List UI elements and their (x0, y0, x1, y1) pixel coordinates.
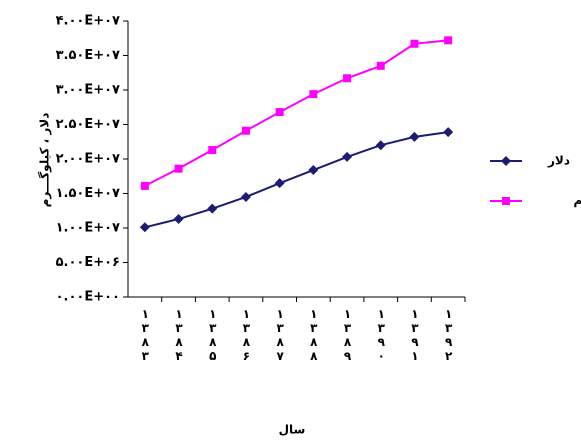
x-tick-label: ۱۳۸۳ (138, 307, 152, 363)
marker (444, 36, 453, 45)
marker (207, 203, 218, 214)
marker (375, 140, 386, 151)
marker (376, 61, 385, 70)
marker (308, 165, 319, 176)
marker (140, 181, 149, 190)
marker (443, 127, 454, 138)
marker (274, 178, 285, 189)
x-tick-label: ۱۳۸۵ (206, 307, 220, 363)
marker (410, 39, 419, 48)
y-tick-label: ۵.۰۰E+۰۶ (56, 255, 120, 270)
series-line (144, 39, 449, 187)
marker (275, 108, 284, 117)
x-tick-label: ۱۳۹۰ (374, 307, 388, 363)
legend-marker (502, 197, 510, 205)
marker (343, 74, 352, 83)
y-tick-label: ۱.۵۰E+۰۷ (56, 186, 120, 201)
y-tick-label: ۲.۵۰E+۰۷ (56, 117, 120, 132)
y-tick-label: ۳.۵۰E+۰۷ (56, 48, 120, 63)
legend-marker (501, 156, 511, 166)
y-tick-label: ۳.۰۰E+۰۷ (56, 83, 120, 98)
x-tick-label: ۱۳۸۷ (273, 307, 287, 363)
marker (409, 131, 420, 142)
x-tick-label: ۱۳۹۱ (408, 307, 422, 363)
series-line (144, 131, 449, 229)
marker (342, 151, 353, 162)
marker (174, 164, 183, 173)
x-tick-label: ۱۳۸۸ (307, 307, 321, 363)
marker (240, 191, 251, 202)
x-axis-label: سال (279, 423, 306, 437)
y-tick-label: ۲.۰۰E+۰۷ (56, 152, 120, 167)
y-tick-label: ۰.۰۰E+۰۰ (56, 290, 120, 305)
x-tick-label: ۱۳۸۶ (239, 307, 253, 363)
y-axis-label: دلار ، کیلوگـــرم (38, 113, 53, 208)
marker (309, 90, 318, 99)
y-tick-label: ۱.۰۰E+۰۷ (56, 221, 120, 236)
x-tick-label: ۱۳۸۹ (341, 307, 355, 363)
x-tick-label: ۱۳۸۴ (172, 307, 186, 363)
marker (173, 214, 184, 225)
marker (139, 222, 150, 233)
marker (208, 146, 217, 155)
x-tick-label: ۱۳۹۲ (442, 307, 456, 363)
legend-label: دلار (547, 154, 570, 168)
marker (241, 126, 250, 135)
y-tick-label: ۴.۰۰E+۰۷ (56, 14, 120, 29)
legend-label: کیلوگرم (574, 194, 581, 209)
